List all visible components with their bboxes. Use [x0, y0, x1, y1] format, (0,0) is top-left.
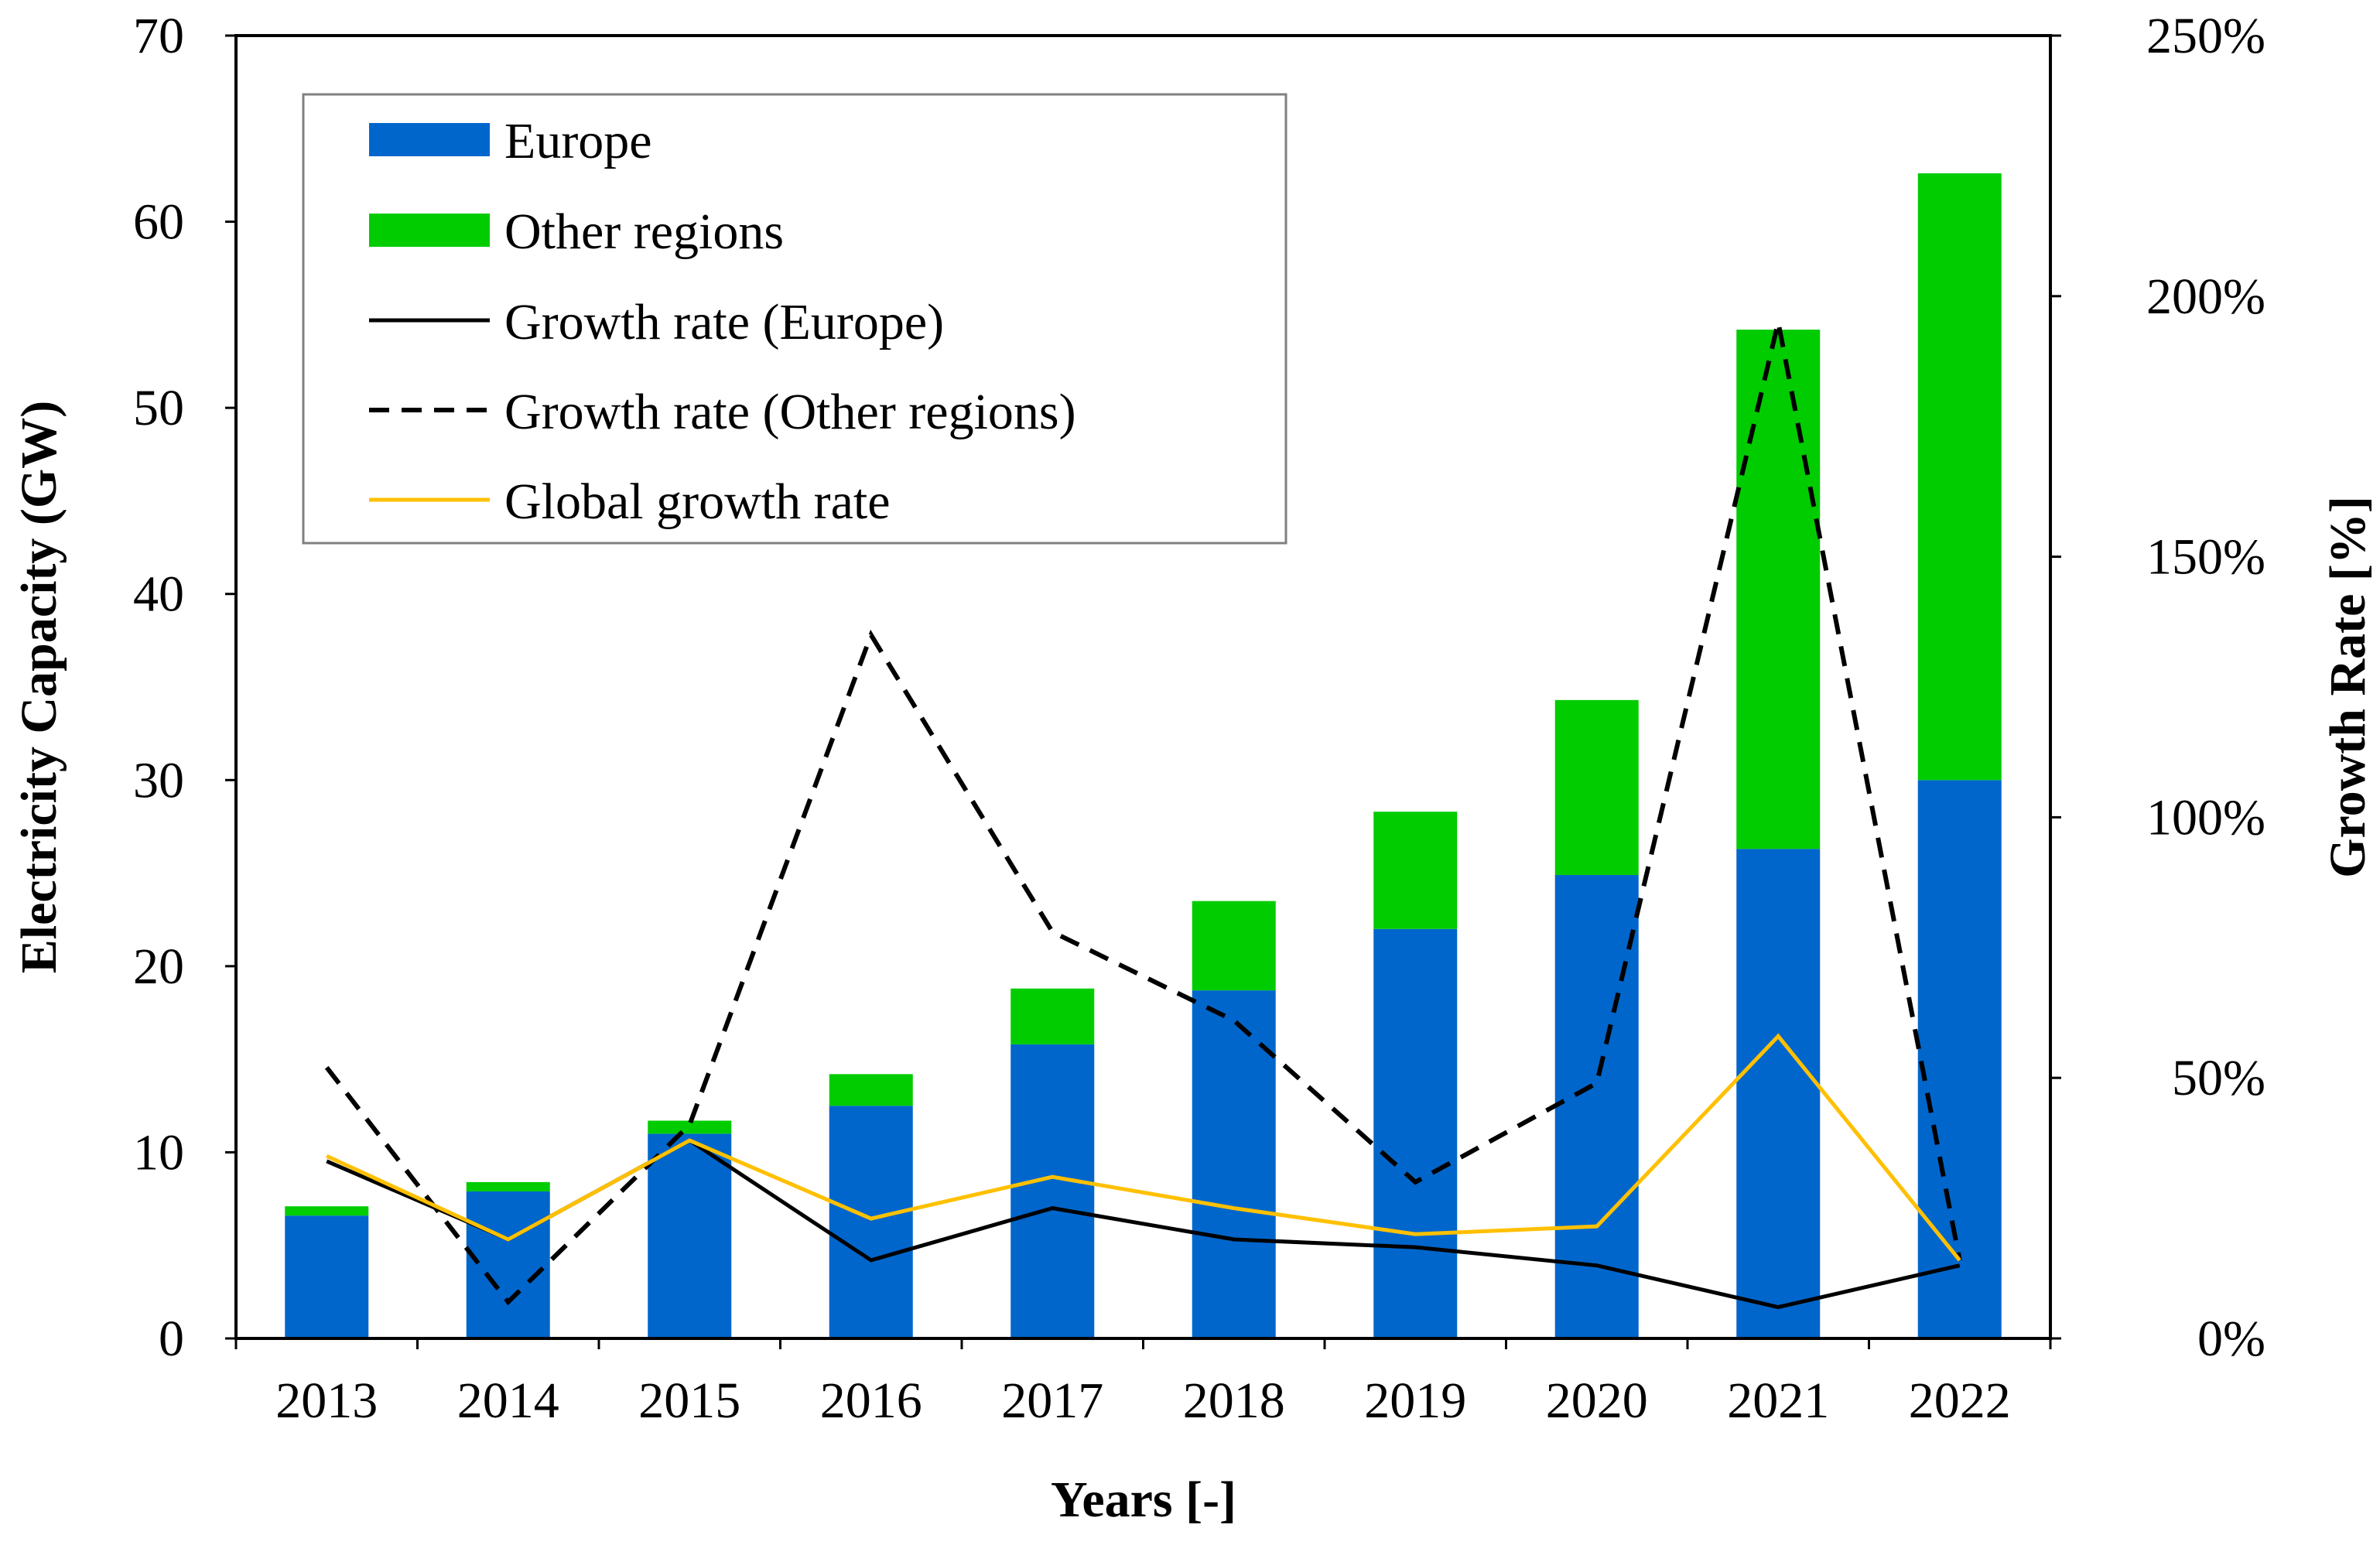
- legend-item-growth-other: Growth rate (Other regions): [369, 384, 1076, 440]
- x-axis-ticks: 2013 2014 2015 2016 2017 2018 2019 2020 2021 2022: [234, 1338, 2052, 1429]
- legend-swatch-europe: [369, 123, 490, 156]
- x-tick-label-2013: 2013: [275, 1372, 378, 1429]
- left-tick-label-60: 60: [133, 194, 184, 251]
- x-tick-label-2022: 2022: [1909, 1372, 2011, 1429]
- legend-item-europe: Europe: [369, 113, 652, 169]
- bar-other-regions-2021: [1736, 330, 1821, 849]
- legend-label-global-growth: Global growth rate: [504, 473, 891, 530]
- bar-europe-2014: [466, 1191, 550, 1338]
- legend-label-growth-other: Growth rate (Other regions): [504, 384, 1076, 440]
- legend: Europe Other regions Growth rate (Europe…: [302, 93, 1287, 545]
- x-tick-label-2018: 2018: [1183, 1372, 1285, 1429]
- legend-item-global-growth: Global growth rate: [369, 473, 891, 530]
- left-tick-label-10: 10: [133, 1124, 184, 1181]
- other-regions-bars: [285, 173, 2002, 1216]
- bar-other-regions-2022: [1917, 173, 2002, 781]
- x-tick-label-2016: 2016: [820, 1372, 922, 1429]
- bar-other-regions-2020: [1554, 699, 1639, 875]
- left-tick-label-40: 40: [133, 566, 184, 623]
- bar-other-regions-2013: [285, 1206, 369, 1216]
- bar-europe-2020: [1554, 874, 1639, 1338]
- left-tick-label-50: 50: [133, 380, 184, 436]
- left-axis-ticks: 0 10 20 30 40 50 60 70: [133, 8, 236, 1367]
- right-tick-label-250pct: 250%: [2146, 8, 2265, 64]
- bar-europe-2022: [1917, 780, 2002, 1338]
- legend-item-growth-europe: Growth rate (Europe): [369, 294, 944, 350]
- left-tick-label-0: 0: [159, 1311, 184, 1367]
- bar-other-regions-2014: [466, 1181, 550, 1191]
- bar-europe-2019: [1373, 928, 1458, 1338]
- right-tick-label-0pct: 0%: [2197, 1311, 2265, 1367]
- right-tick-label-150pct: 150%: [2146, 529, 2265, 586]
- europe-bars: [285, 780, 2002, 1338]
- line-global-growth: [326, 1033, 1961, 1262]
- right-tick-label-200pct: 200%: [2146, 268, 2265, 325]
- x-tick-label-2017: 2017: [1001, 1372, 1103, 1429]
- bar-other-regions-2019: [1373, 812, 1458, 929]
- legend-label-growth-europe: Growth rate (Europe): [504, 294, 944, 350]
- legend-label-europe: Europe: [504, 113, 652, 169]
- line-growth-europe: [326, 1138, 1961, 1310]
- bar-other-regions-2018: [1192, 901, 1276, 991]
- bar-europe-2017: [1010, 1044, 1095, 1338]
- growth-rate-lines: [324, 321, 1962, 1310]
- legend-swatch-other-regions: [369, 214, 490, 247]
- bar-europe-2013: [285, 1215, 369, 1338]
- bar-europe-2015: [648, 1133, 732, 1338]
- right-axis-ticks: 0% 50% 100% 150% 200% 250%: [2050, 8, 2265, 1367]
- x-axis-title: Years [-]: [1051, 1472, 1236, 1528]
- line-growth-other-regions: [324, 321, 1962, 1306]
- bar-europe-2016: [829, 1106, 913, 1338]
- left-tick-label-30: 30: [133, 752, 184, 808]
- bar-europe-2018: [1192, 990, 1276, 1338]
- bar-other-regions-2015: [648, 1120, 732, 1134]
- x-tick-label-2021: 2021: [1727, 1372, 1829, 1429]
- right-tick-label-100pct: 100%: [2146, 789, 2265, 846]
- left-tick-label-70: 70: [133, 8, 184, 64]
- x-tick-label-2020: 2020: [1546, 1372, 1648, 1429]
- right-tick-label-50pct: 50%: [2172, 1050, 2265, 1106]
- right-axis-title: Growth Rate [%]: [2320, 496, 2376, 878]
- bar-other-regions-2016: [829, 1074, 913, 1106]
- x-tick-label-2019: 2019: [1364, 1372, 1466, 1429]
- legend-label-other-regions: Other regions: [504, 203, 784, 260]
- bar-europe-2021: [1736, 849, 1821, 1338]
- x-tick-label-2014: 2014: [457, 1372, 559, 1429]
- left-tick-label-20: 20: [133, 938, 184, 995]
- legend-item-other-regions: Other regions: [369, 203, 784, 260]
- bar-other-regions-2017: [1010, 988, 1095, 1044]
- left-axis-title: Electricity Capacity (GW): [11, 401, 67, 973]
- x-tick-label-2015: 2015: [638, 1372, 740, 1429]
